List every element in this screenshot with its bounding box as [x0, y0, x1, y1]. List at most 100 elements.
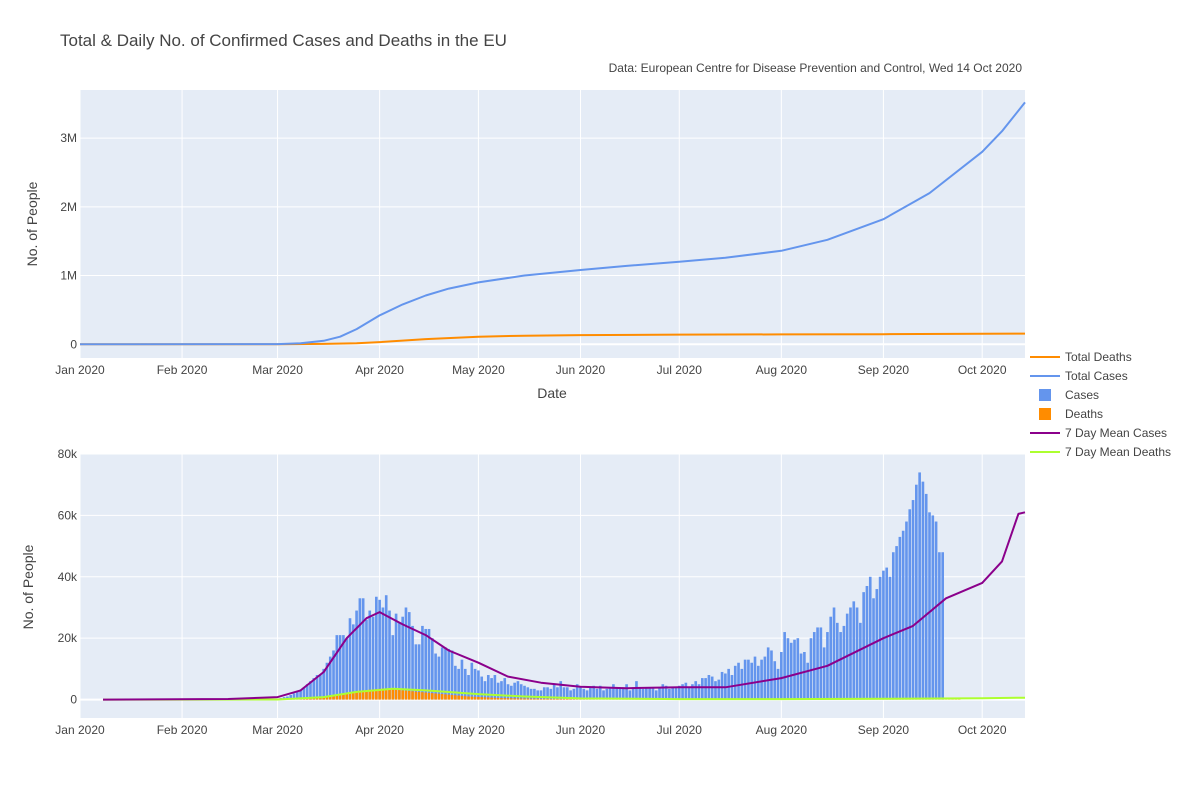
cases-bar	[684, 682, 688, 700]
cases-bar	[842, 625, 846, 700]
deaths-bar	[322, 697, 325, 700]
cases-bar	[674, 687, 678, 700]
total-plot: Jan 2020 Feb 2020 Mar 2020 Apr 2020 May 2020…	[55, 90, 1026, 377]
cases-bar	[865, 586, 869, 700]
cases-bar	[796, 638, 800, 700]
cases-bar	[608, 687, 612, 700]
cases-bar	[635, 681, 638, 700]
legend-item-cases[interactable]: Cases	[1039, 388, 1099, 402]
cases-bar	[664, 685, 668, 700]
cases-bar	[546, 687, 549, 700]
cases-bar	[493, 675, 497, 700]
cases-bar	[477, 670, 480, 700]
cases-bar	[289, 694, 293, 700]
cases-bar	[312, 678, 316, 700]
cases-bar	[381, 607, 385, 700]
cases-bar	[519, 684, 523, 700]
legend[interactable]: Total Deaths Total Cases Cases Deaths 7 Day …	[1030, 350, 1171, 459]
legend-item-7-day-mean-deaths[interactable]: 7 Day Mean Deaths	[1030, 445, 1171, 459]
top-x-tick-label: Jul 2020	[657, 363, 703, 377]
cases-bar	[292, 693, 296, 700]
cases-bar	[351, 624, 355, 700]
deaths-bar	[496, 697, 500, 700]
cases-bar	[895, 546, 898, 700]
cases-bar	[862, 592, 865, 700]
cases-bar	[888, 576, 892, 700]
top-x-tick-label: May 2020	[452, 363, 505, 377]
cases-bar	[315, 675, 319, 700]
deaths-bar	[500, 698, 503, 700]
cases-bar	[513, 682, 516, 700]
series-line-7-day-mean-deaths	[102, 687, 1026, 701]
cases-bar	[305, 684, 309, 700]
cases-bar	[490, 678, 493, 700]
cases-bar	[332, 650, 335, 700]
cases-bar	[457, 668, 460, 700]
cases-bar	[641, 688, 645, 700]
series-line-total-cases	[79, 101, 1026, 346]
cases-bar	[579, 687, 582, 700]
cases-bar	[470, 662, 474, 700]
cases-bar	[766, 647, 770, 700]
deaths-bar	[447, 694, 451, 700]
cases-bar	[516, 681, 520, 700]
cases-bar	[434, 653, 437, 700]
deaths-bar	[404, 690, 408, 700]
bottom-x-tick-label: Oct 2020	[958, 723, 1007, 737]
cases-bar	[789, 642, 793, 700]
deaths-bar	[407, 690, 411, 700]
legend-item-7-day-mean-cases[interactable]: 7 Day Mean Cases	[1030, 426, 1167, 440]
legend-item-total-cases[interactable]: Total Cases	[1030, 369, 1128, 383]
legend-swatch	[1039, 408, 1051, 420]
cases-bar	[427, 628, 431, 700]
top-y-tick-label: 0	[70, 337, 77, 351]
deaths-bar	[348, 692, 352, 700]
cases-bar	[855, 607, 859, 700]
deaths-bar	[503, 698, 507, 700]
cases-bar	[770, 650, 773, 700]
cases-bar	[931, 515, 935, 700]
cases-bar	[437, 656, 441, 700]
cases-bar	[585, 690, 589, 700]
cases-bar	[615, 687, 619, 700]
cases-bar	[786, 638, 790, 700]
cases-bar	[809, 638, 813, 700]
deaths-bar	[450, 694, 454, 700]
bottom-x-tick-label: Aug 2020	[756, 723, 808, 737]
deaths-bar	[355, 691, 358, 700]
cases-bar	[394, 613, 398, 700]
cases-bar	[421, 625, 424, 700]
daily-plot: Jan 2020 Feb 2020 Mar 2020 Apr 2020 May 2020…	[55, 447, 1026, 737]
cases-bar	[651, 687, 655, 700]
deaths-bar	[325, 696, 329, 700]
cases-bar	[803, 652, 806, 700]
cases-bar	[915, 484, 918, 700]
cases-bar	[480, 676, 484, 700]
cases-bar	[638, 687, 642, 700]
cases-bar	[819, 627, 823, 700]
top-x-tick-label: Mar 2020	[252, 363, 303, 377]
cases-bar	[901, 530, 905, 700]
bottom-x-tick-label: Apr 2020	[355, 723, 404, 737]
top-x-tick-label: Jun 2020	[556, 363, 606, 377]
legend-item-deaths[interactable]: Deaths	[1039, 407, 1103, 421]
deaths-bar	[315, 697, 319, 700]
bottom-y-tick-label: 80k	[58, 447, 78, 461]
deaths-bar	[506, 698, 510, 700]
cases-bar	[816, 627, 819, 700]
cases-bar	[875, 589, 879, 700]
legend-item-total-deaths[interactable]: Total Deaths	[1030, 350, 1132, 364]
deaths-bar	[309, 698, 312, 700]
deaths-bar	[510, 698, 513, 700]
cases-bar	[737, 662, 740, 700]
deaths-bar	[375, 689, 378, 700]
cases-bar	[628, 690, 632, 700]
cases-bar	[503, 678, 507, 700]
cases-bar	[661, 684, 665, 700]
bottom-y-tick-label: 60k	[58, 508, 78, 522]
deaths-bar	[312, 698, 316, 700]
legend-label: Total Cases	[1065, 369, 1128, 383]
cases-bar	[424, 628, 428, 700]
deaths-bar	[467, 696, 470, 700]
cases-bar	[483, 681, 487, 700]
